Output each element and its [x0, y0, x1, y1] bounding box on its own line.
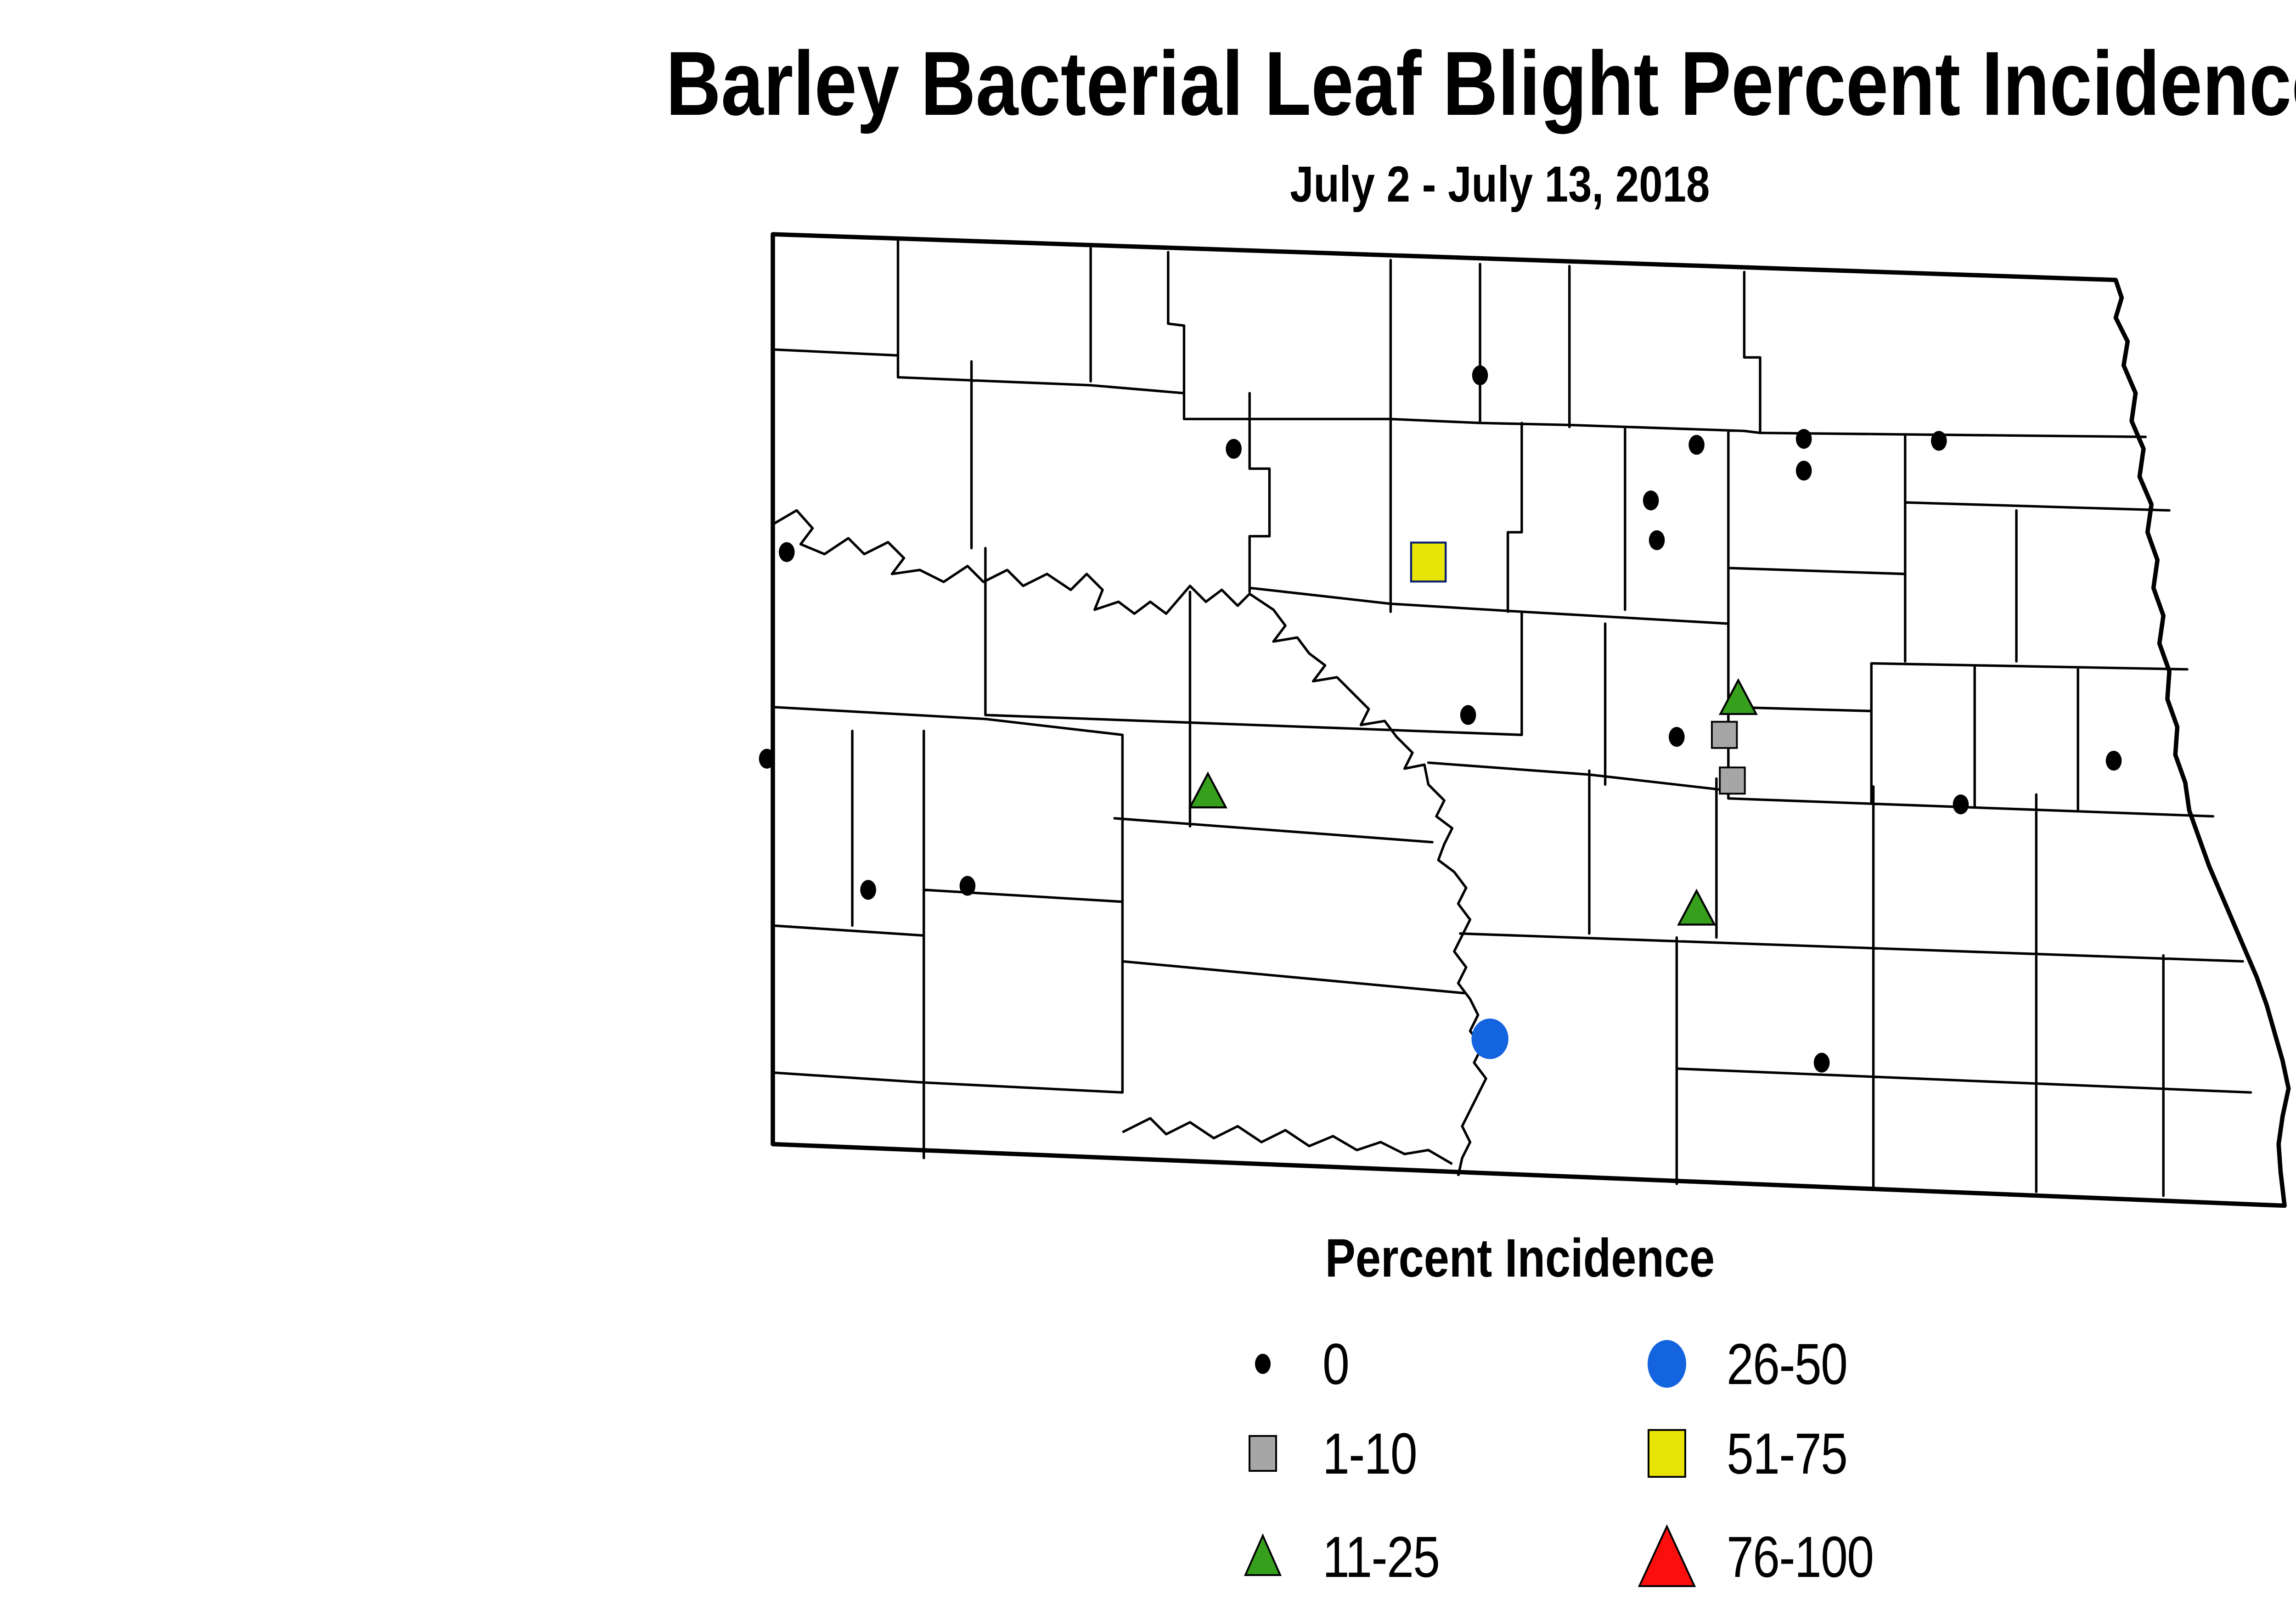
legend-item-26-50: 26-50	[1607, 1309, 2066, 1419]
subtitle-text: July 2 - July 13, 2018	[1289, 156, 1710, 213]
data-point-0	[860, 880, 876, 900]
triangle-legend-marker-icon	[1244, 1533, 1282, 1576]
data-point-11-25	[1677, 889, 1716, 926]
data-point-0	[1813, 1053, 1830, 1073]
legend-label: 26-50	[1727, 1331, 1848, 1396]
legend-item-76-100: 76-100	[1607, 1502, 2066, 1610]
data-point-0	[1688, 435, 1705, 455]
triangle-lg-legend-marker-icon	[1638, 1524, 1696, 1587]
data-point-11-25	[1188, 771, 1227, 809]
subtitle: July 2 - July 13, 2018	[434, 155, 2296, 214]
dot-legend-marker-icon	[1255, 1354, 1271, 1374]
header: Barley Bacterial Leaf Blight Percent Inc…	[434, 0, 2296, 214]
legend-label: 1-10	[1322, 1421, 1418, 1486]
legend-marker	[1203, 1309, 1322, 1419]
legend-item-51-75: 51-75	[1607, 1398, 2066, 1509]
legend-marker	[1607, 1398, 1727, 1509]
map-markers	[759, 365, 2122, 1073]
data-point-51-75	[1410, 541, 1447, 583]
data-point-0	[2105, 750, 2122, 771]
cannonball-river-line	[1122, 1117, 1453, 1165]
page-title: Barley Bacterial Leaf Blight Percent Inc…	[434, 36, 2296, 131]
north-dakota-county-map	[759, 232, 2296, 1208]
map-svg	[759, 232, 2291, 1208]
legend-label: 76-100	[1727, 1524, 1874, 1589]
data-point-0	[959, 876, 976, 896]
legend-title-text: Percent Incidence	[1325, 1228, 1715, 1289]
square-lg-legend-marker-icon	[1648, 1429, 1686, 1478]
data-point-0	[1795, 461, 1812, 481]
data-point-1-10	[1711, 721, 1738, 749]
legend-title: Percent Incidence	[1221, 1227, 1818, 1289]
legend-label: 11-25	[1322, 1524, 1440, 1589]
data-point-0	[759, 749, 775, 769]
legend-marker	[1607, 1502, 1727, 1610]
page-title-text: Barley Bacterial Leaf Blight Percent Inc…	[665, 33, 2296, 134]
missouri-river-line	[772, 509, 1487, 1177]
data-point-0	[778, 542, 795, 562]
legend-item-11-25: 11-25	[1203, 1502, 1662, 1610]
legend-label: 0	[1322, 1331, 1350, 1396]
data-point-0	[1226, 439, 1242, 459]
legend-marker	[1203, 1398, 1322, 1509]
county-lines	[771, 237, 2252, 1197]
data-point-0	[1643, 490, 1659, 511]
legend-item-0: 0	[1203, 1309, 1662, 1419]
data-point-0	[1953, 794, 1969, 815]
square-legend-marker-icon	[1249, 1435, 1277, 1472]
circle-legend-marker-icon	[1648, 1340, 1686, 1388]
data-point-1-10	[1719, 766, 1746, 795]
data-point-0	[1472, 365, 1488, 385]
legend-marker	[1607, 1309, 1727, 1419]
legend-item-1-10: 1-10	[1203, 1398, 1662, 1509]
data-point-0	[1669, 726, 1685, 747]
legend-label: 51-75	[1727, 1421, 1848, 1486]
data-point-0	[1649, 530, 1665, 550]
legend-marker	[1203, 1502, 1322, 1610]
data-point-0	[1795, 429, 1812, 449]
data-point-26-50	[1471, 1019, 1508, 1059]
data-point-0	[1460, 705, 1476, 725]
data-point-0	[1931, 431, 1947, 451]
data-point-11-25	[1718, 678, 1758, 715]
